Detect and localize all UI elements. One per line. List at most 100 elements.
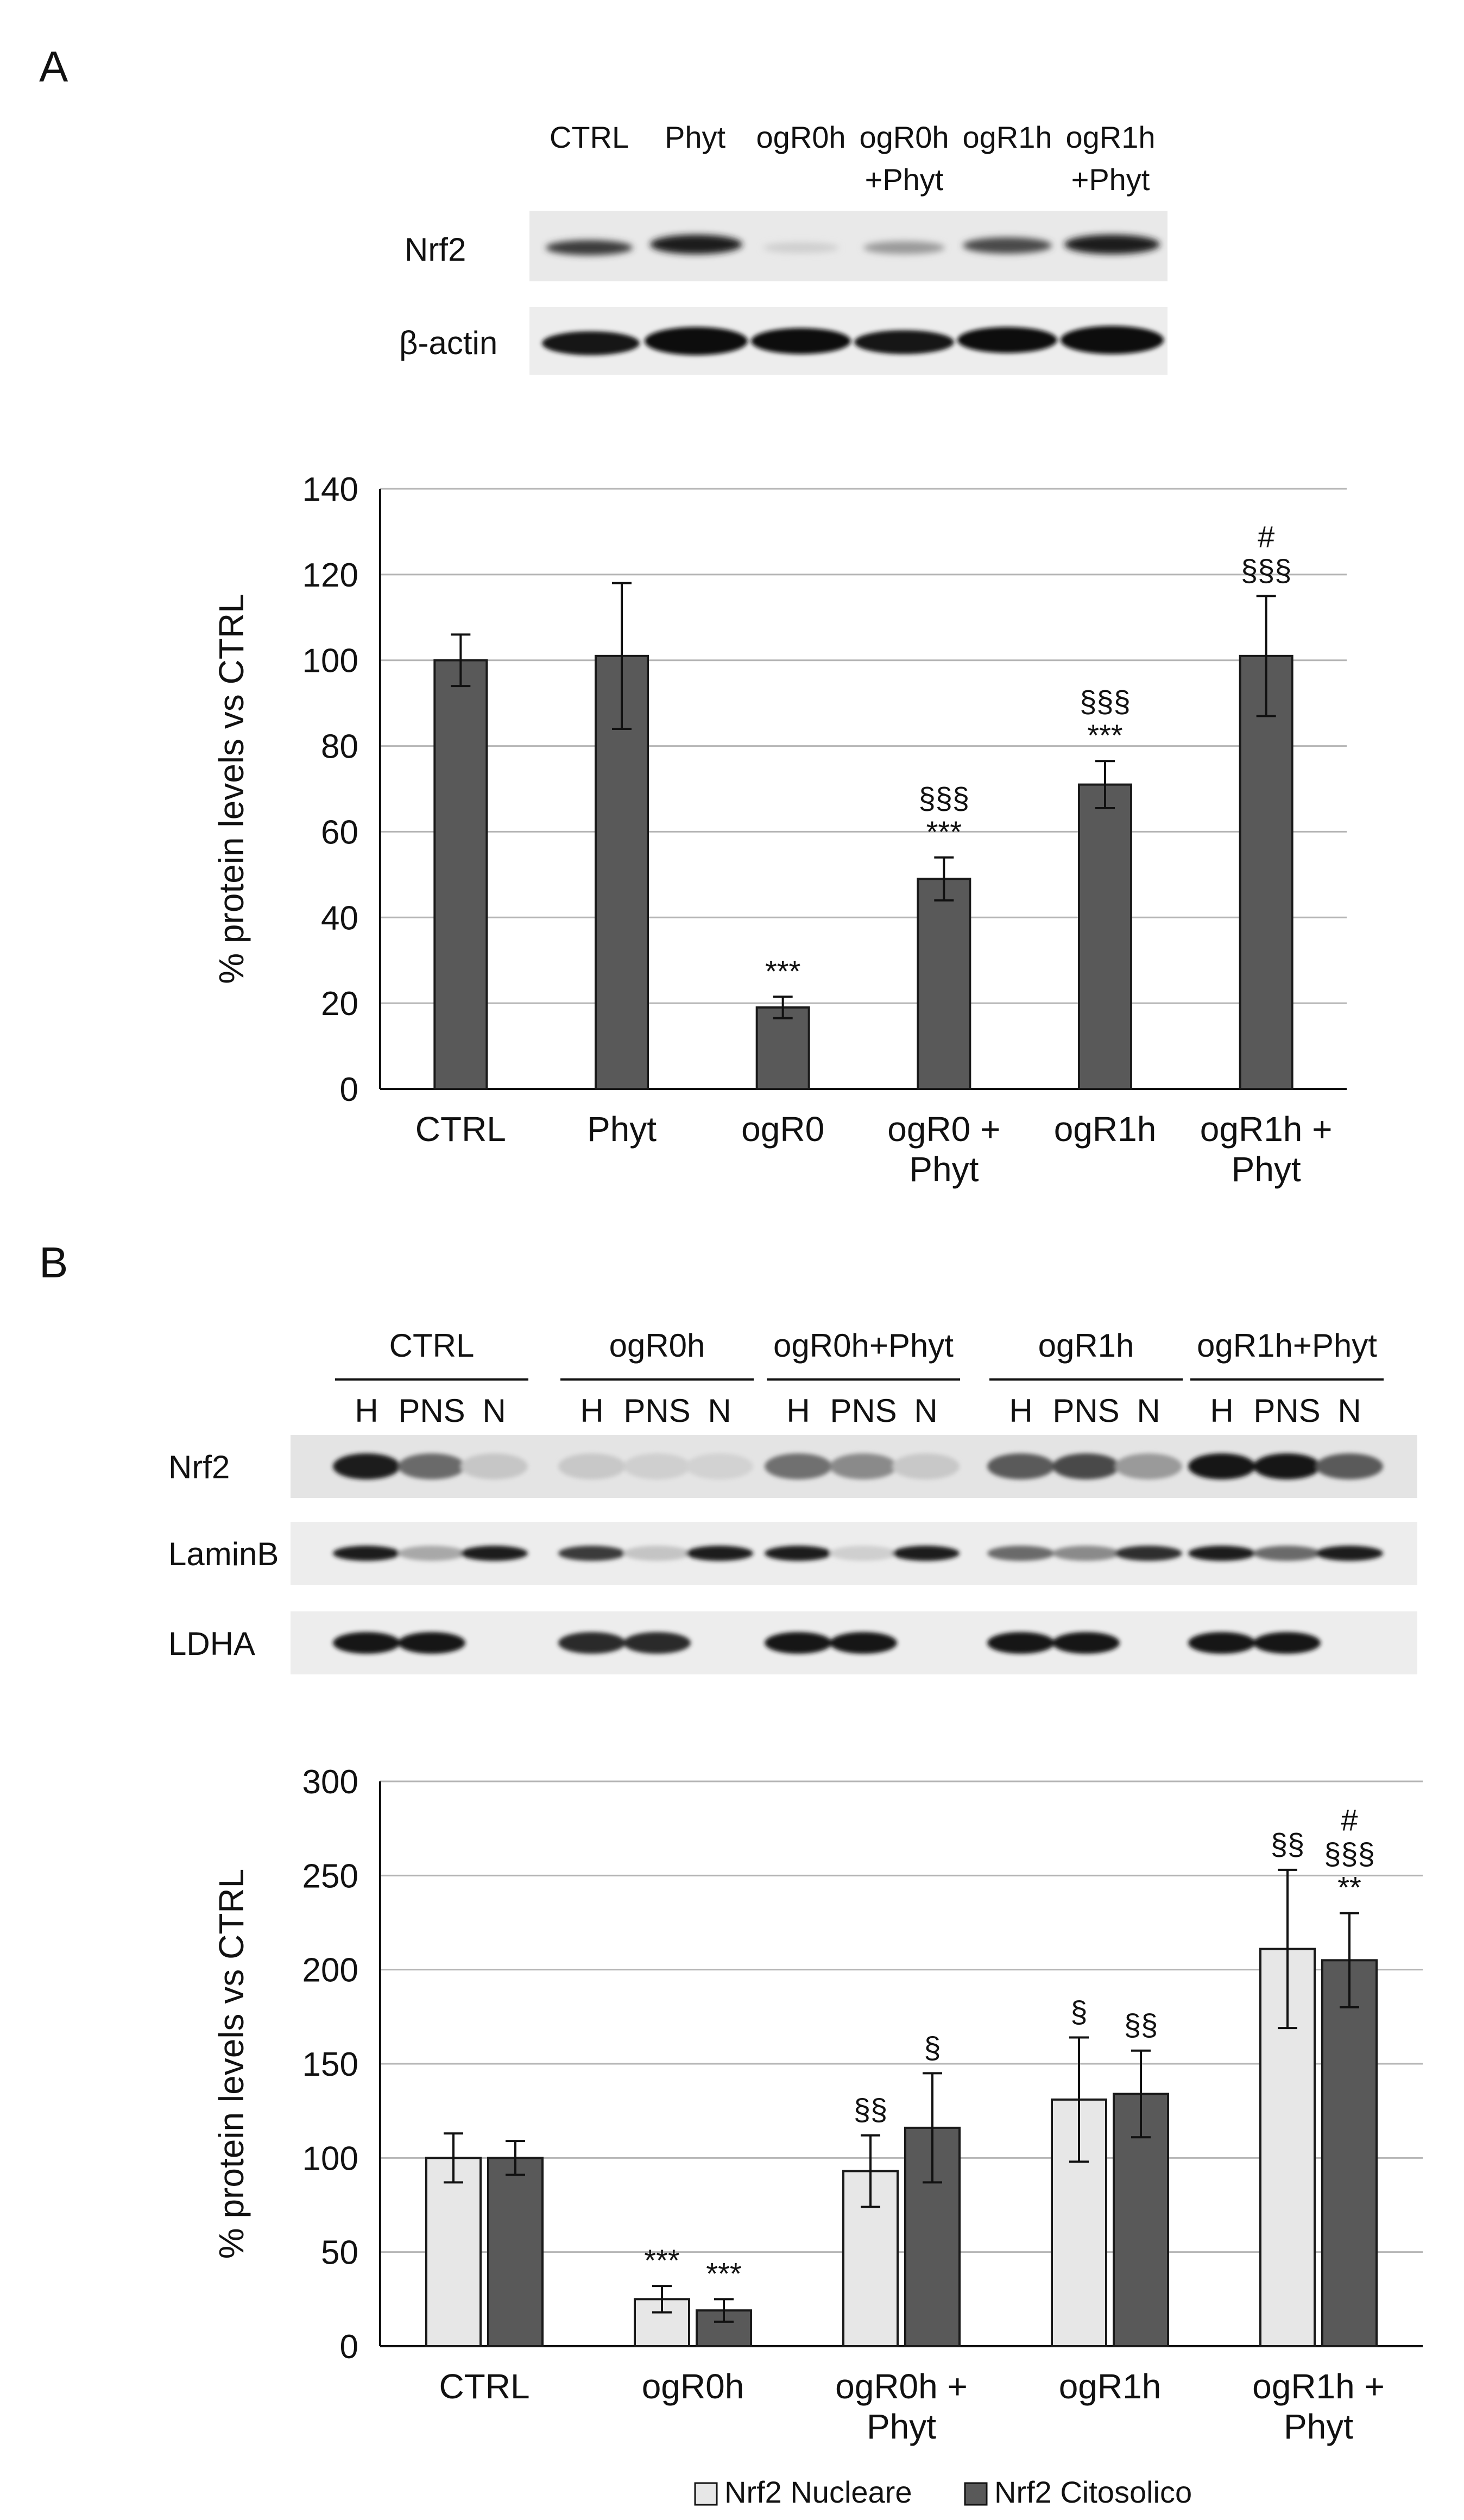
fraction-label: PNS bbox=[830, 1393, 897, 1429]
band bbox=[765, 1453, 832, 1479]
bar bbox=[487, 2157, 544, 2347]
x-tick-label: CTRL bbox=[439, 2367, 529, 2406]
significance-marker: §§§ bbox=[1241, 553, 1291, 587]
band bbox=[751, 328, 851, 354]
y-tick-label: 100 bbox=[302, 2140, 358, 2177]
significance-marker: *** bbox=[926, 815, 962, 849]
lane-label: ogR0h bbox=[859, 120, 949, 154]
significance-marker: §§§ bbox=[1324, 1837, 1374, 1871]
blot-row-label-nrf2: Nrf2 bbox=[405, 231, 466, 268]
significance-marker: ** bbox=[1337, 1870, 1361, 1905]
lane-label: ogR1h bbox=[1065, 120, 1155, 154]
bar bbox=[433, 659, 488, 1090]
band bbox=[854, 330, 954, 354]
y-tick-label: 50 bbox=[321, 2234, 358, 2272]
y-tick-label: 0 bbox=[340, 1071, 358, 1108]
fraction-label: PNS bbox=[398, 1393, 465, 1429]
significance-marker: # bbox=[1341, 1803, 1358, 1837]
band bbox=[686, 1546, 753, 1561]
x-tick-label: ogR1h + bbox=[1252, 2367, 1385, 2406]
band bbox=[333, 1546, 400, 1561]
x-tick-label: ogR0 bbox=[741, 1110, 824, 1149]
y-tick-label: 200 bbox=[302, 1952, 358, 1989]
x-tick-label: Phyt bbox=[1284, 2407, 1353, 2446]
blot-bands-ldha bbox=[333, 1632, 1321, 1654]
x-tick-label: Phyt bbox=[1232, 1150, 1301, 1189]
band bbox=[765, 1546, 832, 1561]
fraction-label: N bbox=[482, 1393, 506, 1429]
bar bbox=[1239, 654, 1293, 1090]
x-tick-label: Phyt bbox=[909, 1150, 979, 1189]
band bbox=[830, 1453, 897, 1479]
band bbox=[558, 1546, 626, 1561]
y-axis-label: % protein levels vs CTRL bbox=[212, 1869, 251, 2259]
panel-a: A CTRL Phyt ogR0h ogR0h +Phyt ogR1h ogR1… bbox=[39, 42, 1347, 1189]
y-tick-label: 60 bbox=[321, 814, 358, 851]
lane-label: ogR0h bbox=[756, 120, 845, 154]
band bbox=[892, 1453, 960, 1479]
band bbox=[1253, 1632, 1321, 1654]
x-tick-label: ogR1h + bbox=[1200, 1110, 1333, 1149]
band bbox=[398, 1453, 465, 1479]
band bbox=[686, 1453, 753, 1479]
lane-label: ogR1h bbox=[962, 120, 1052, 154]
fraction-label: H bbox=[1210, 1393, 1233, 1429]
blot-row-label: Nrf2 bbox=[168, 1449, 230, 1485]
significance-marker: §§§ bbox=[1080, 684, 1130, 719]
bar bbox=[917, 878, 971, 1090]
y-tick-label: 80 bbox=[321, 728, 358, 766]
band bbox=[1253, 1453, 1321, 1479]
band bbox=[957, 327, 1057, 353]
significance-marker: §§ bbox=[1124, 2008, 1158, 2042]
band bbox=[763, 242, 839, 253]
y-tick-label: 250 bbox=[302, 1857, 358, 1895]
group-label: ogR0h bbox=[609, 1327, 705, 1364]
band bbox=[650, 235, 742, 254]
fraction-label: H bbox=[580, 1393, 603, 1429]
x-tick-label: ogR1h bbox=[1054, 1110, 1157, 1149]
band bbox=[542, 331, 640, 355]
band bbox=[1115, 1546, 1182, 1561]
band bbox=[460, 1453, 528, 1479]
band bbox=[863, 241, 945, 254]
panel-a-lane-labels: CTRL Phyt ogR0h ogR0h +Phyt ogR1h ogR1h … bbox=[550, 120, 1156, 197]
fraction-label: H bbox=[786, 1393, 810, 1429]
significance-marker: § bbox=[1070, 1994, 1087, 2028]
lane-label: Phyt bbox=[665, 120, 725, 154]
bar-chart-b: 0 50 100 150 200 250 300 % protein levels vs CT… bbox=[212, 1763, 1423, 2509]
x-tick-label: Phyt bbox=[587, 1110, 657, 1149]
fraction-label: N bbox=[708, 1393, 731, 1429]
band bbox=[1052, 1546, 1120, 1561]
significance-marker: *** bbox=[1087, 718, 1122, 752]
band bbox=[623, 1453, 691, 1479]
band bbox=[1316, 1453, 1383, 1479]
blot-row-label: LDHA bbox=[168, 1626, 255, 1662]
band bbox=[333, 1453, 400, 1479]
band bbox=[623, 1546, 691, 1561]
lane-label: +Phyt bbox=[1071, 162, 1150, 197]
band bbox=[987, 1632, 1055, 1654]
y-tick-label: 0 bbox=[340, 2328, 358, 2366]
y-tick-label: 120 bbox=[302, 557, 358, 594]
band bbox=[558, 1453, 626, 1479]
band bbox=[623, 1632, 691, 1654]
band bbox=[987, 1453, 1055, 1479]
lane-label: CTRL bbox=[550, 120, 629, 154]
blot-row-label-beta-actin: β-actin bbox=[399, 325, 497, 361]
x-tick-label: ogR0h bbox=[642, 2367, 744, 2406]
band bbox=[645, 327, 748, 355]
significance-marker: *** bbox=[706, 2256, 741, 2290]
group-label: ogR1h bbox=[1038, 1327, 1134, 1364]
significance-marker: §§ bbox=[1271, 1827, 1304, 1861]
band bbox=[987, 1546, 1055, 1561]
band bbox=[830, 1632, 897, 1654]
x-tick-label: ogR0h + bbox=[835, 2367, 968, 2406]
bar-chart-a: 0 20 40 60 80 100 120 140 % protein levels vs CT… bbox=[212, 471, 1347, 1189]
band bbox=[892, 1546, 960, 1561]
band bbox=[398, 1546, 465, 1561]
blot-bands-laminb bbox=[333, 1546, 1383, 1561]
blot-strip-nrf2 bbox=[529, 211, 1168, 281]
fraction-label: N bbox=[1137, 1393, 1160, 1429]
fraction-label: PNS bbox=[1253, 1393, 1320, 1429]
band bbox=[398, 1632, 465, 1654]
